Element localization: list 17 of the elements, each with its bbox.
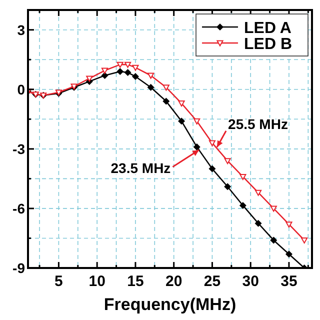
legend-label: LED B [244,36,292,53]
x-tick-label: 30 [242,273,259,290]
x-tick-label: 20 [165,273,182,290]
x-tick-label: 15 [127,273,144,290]
annotation: 23.5 MHz [110,160,171,176]
y-tick-label: -6 [12,200,26,216]
x-tick-label: 25 [204,273,221,290]
y-tick-label: 0 [17,81,26,98]
annotation: 25.5 MHz [228,116,288,132]
y-tick-label: 3 [17,22,26,38]
y-tick-label: -9 [12,260,26,276]
x-tick-label: 35 [280,273,298,290]
legend-label: LED A [244,20,292,37]
x-tick-label: 10 [88,273,106,290]
x-axis-title: Frequency(MHz) [104,295,236,314]
y-tick-label: -3 [12,140,26,157]
x-tick-label: 5 [54,273,63,290]
